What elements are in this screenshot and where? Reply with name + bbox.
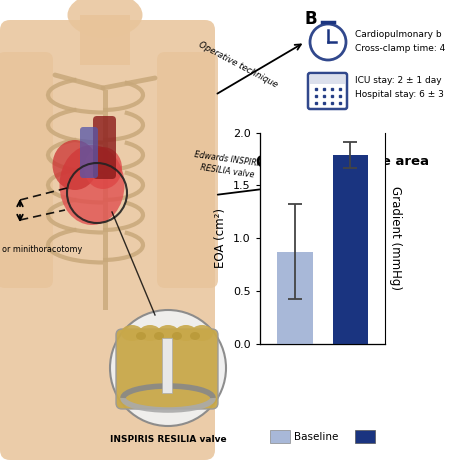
Text: or minithoracotomy: or minithoracotomy — [2, 245, 82, 254]
Circle shape — [110, 310, 226, 426]
Ellipse shape — [60, 145, 125, 225]
Ellipse shape — [136, 332, 146, 340]
Y-axis label: Gradient (mmHg): Gradient (mmHg) — [389, 186, 402, 290]
Text: Edwards INSPIRIS
RESILIA valve: Edwards INSPIRIS RESILIA valve — [192, 150, 264, 180]
Text: C: C — [255, 155, 266, 170]
Text: B: B — [305, 10, 318, 28]
FancyBboxPatch shape — [0, 20, 215, 460]
Ellipse shape — [139, 325, 161, 341]
Text: Operative technique: Operative technique — [197, 40, 279, 90]
Text: Baseline: Baseline — [294, 431, 338, 441]
FancyBboxPatch shape — [0, 52, 53, 288]
Bar — [270, 430, 290, 443]
Text: Cross-clamp time: 4: Cross-clamp time: 4 — [355, 44, 445, 53]
Ellipse shape — [67, 0, 143, 37]
Text: INSPIRIS RESILIA valve: INSPIRIS RESILIA valve — [109, 435, 226, 444]
Ellipse shape — [175, 325, 197, 341]
Bar — [333, 155, 368, 344]
Ellipse shape — [190, 332, 200, 340]
FancyBboxPatch shape — [157, 52, 218, 288]
FancyBboxPatch shape — [116, 329, 218, 409]
Ellipse shape — [53, 140, 98, 190]
FancyBboxPatch shape — [93, 116, 116, 179]
Ellipse shape — [154, 332, 164, 340]
Bar — [277, 252, 312, 344]
Bar — [80, 15, 130, 65]
Ellipse shape — [172, 332, 182, 340]
Text: ICU stay: 2 ± 1 day: ICU stay: 2 ± 1 day — [355, 76, 442, 85]
Bar — [103, 90, 108, 310]
Text: Cardiopulmonary b: Cardiopulmonary b — [355, 30, 442, 39]
Ellipse shape — [121, 325, 143, 341]
Ellipse shape — [157, 325, 179, 341]
FancyBboxPatch shape — [80, 127, 98, 178]
Bar — [355, 430, 375, 443]
Ellipse shape — [84, 147, 122, 189]
Y-axis label: EOA (cm²): EOA (cm²) — [214, 208, 228, 268]
Text: Effective orifice area: Effective orifice area — [272, 155, 429, 168]
Bar — [310, 75, 345, 84]
Text: Hospital stay: 6 ± 3: Hospital stay: 6 ± 3 — [355, 90, 444, 99]
Ellipse shape — [191, 325, 213, 341]
Bar — [162, 338, 172, 393]
